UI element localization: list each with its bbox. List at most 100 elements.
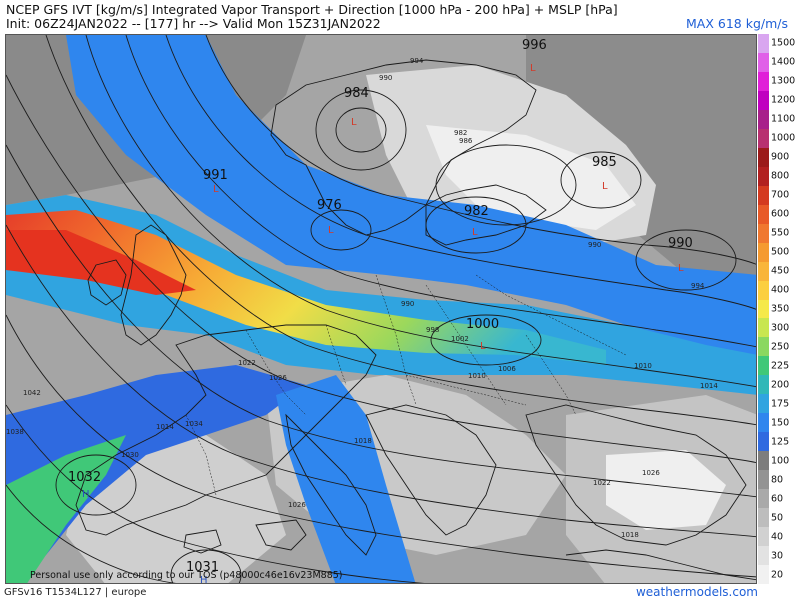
isobar-label: 1006: [498, 365, 516, 373]
isobar-label: 1018: [354, 437, 372, 445]
legend-swatch: [758, 166, 769, 186]
isobar-label: 1002: [451, 335, 469, 343]
legend-row: 60: [757, 489, 800, 509]
legend-swatch: [758, 71, 769, 91]
isobar-label: 1034: [185, 420, 203, 428]
isobar-label: 1010: [634, 362, 652, 370]
legend-row: 80: [757, 470, 800, 490]
pressure-centers: 996 L 984 L 991 L 976 L 982 L 985 L 990 …: [68, 38, 693, 583]
legend-row: 100: [757, 451, 800, 471]
finland-white-field: [426, 125, 636, 230]
legend-row: 400: [757, 280, 800, 300]
legend-label: 700: [771, 189, 790, 201]
site-credit: weathermodels.com: [635, 585, 758, 599]
legend-swatch: [758, 34, 769, 53]
disclaimer-text: Personal use only according to our TOS (…: [30, 570, 343, 581]
isobar-label: 1026: [269, 374, 287, 382]
legend-label: 60: [771, 493, 784, 505]
legend-row: 150: [757, 413, 800, 433]
pressure-label-991: 991: [203, 168, 228, 183]
legend-row: 40: [757, 527, 800, 547]
legend-swatch: [758, 147, 769, 167]
legend-label: 350: [771, 303, 790, 315]
low-marker: L: [472, 227, 478, 238]
low-marker: L: [678, 263, 684, 274]
legend-label: 1300: [771, 75, 796, 87]
legend-row: 350: [757, 299, 800, 319]
pressure-label-984: 984: [344, 86, 369, 101]
legend-swatch: [758, 128, 769, 148]
isobar-label: 990: [401, 300, 414, 308]
legend-label: 175: [771, 398, 790, 410]
isobar-label: 1022: [593, 479, 611, 487]
legend-row: 800: [757, 166, 800, 186]
legend-swatch: [758, 109, 769, 129]
legend-label: 30: [771, 550, 784, 562]
pressure-label-985: 985: [592, 155, 617, 170]
legend-label: 225: [771, 360, 790, 372]
map-init-valid: Init: 06Z24JAN2022 -- [177] hr --> Valid…: [6, 16, 381, 31]
legend-row: 200: [757, 375, 800, 395]
legend-row: 900: [757, 147, 800, 167]
low-marker: L: [602, 181, 608, 192]
color-legend: 1500 1400 1300 1200 1100 1000 900 800 700 600 550 5…: [757, 34, 800, 584]
isobar-label: 1030: [121, 451, 139, 459]
ivt-band-north: [66, 35, 756, 365]
isobar-label: 998: [426, 326, 439, 334]
legend-label: 100: [771, 455, 790, 467]
isobar-label: 1022: [238, 359, 256, 367]
legend-row: 500: [757, 242, 800, 262]
isobar-label: 990: [379, 74, 392, 82]
low-marker: L: [530, 63, 536, 74]
isobar-label: 1014: [700, 382, 718, 390]
legend-swatch: [758, 451, 769, 471]
legend-swatch: [758, 337, 769, 357]
pressure-label-976: 976: [317, 198, 342, 213]
max-value-label: MAX 618 kg/m/s: [686, 16, 788, 31]
legend-swatch: [758, 508, 769, 528]
legend-row: 250: [757, 337, 800, 357]
ivt-map: 990 994 982 986 998 990 1002 1022 1026 1…: [6, 35, 756, 583]
isobar-label: 1038: [6, 428, 24, 436]
ivt-band-southwest: [6, 365, 306, 583]
legend-row: 1200: [757, 90, 800, 110]
legend-swatch: [758, 318, 769, 338]
low-marker: L: [328, 225, 334, 236]
legend-swatch: [758, 280, 769, 300]
legend-label: 600: [771, 208, 790, 220]
legend-swatch: [758, 242, 769, 262]
isobar-label: 1014: [156, 423, 174, 431]
pressure-label-1000: 1000: [466, 317, 499, 332]
legend-swatch: [758, 394, 769, 414]
legend-swatch: [758, 90, 769, 110]
legend-label: 150: [771, 417, 790, 429]
legend-row: 1000: [757, 128, 800, 148]
legend-swatch: [758, 185, 769, 205]
pressure-label-990: 990: [668, 236, 693, 251]
legend-swatch: [758, 527, 769, 547]
legend-label: 450: [771, 265, 790, 277]
legend-label: 1100: [771, 113, 796, 125]
legend-row: 300: [757, 318, 800, 338]
ivt-band-italy: [276, 375, 416, 583]
legend-label: 400: [771, 284, 790, 296]
legend-label: 1400: [771, 56, 796, 68]
legend-row: 50: [757, 508, 800, 528]
legend-swatch: [758, 52, 769, 72]
low-marker: L: [351, 117, 357, 128]
isobar-label: 994: [410, 57, 424, 65]
legend-swatch: [758, 299, 769, 319]
isobar-label: 990: [588, 241, 601, 249]
isobars: [6, 35, 756, 583]
legend-label: 500: [771, 246, 790, 258]
legend-swatch: [758, 223, 769, 243]
legend-swatch: [758, 489, 769, 509]
pressure-label-982: 982: [464, 204, 489, 219]
map-title: NCEP GFS IVT [kg/m/s] Integrated Vapor T…: [6, 2, 618, 17]
low-marker: L: [480, 341, 486, 352]
legend-row: 700: [757, 185, 800, 205]
legend-label: 550: [771, 227, 790, 239]
legend-label: 80: [771, 474, 784, 486]
legend-label: 300: [771, 322, 790, 334]
legend-row: 30: [757, 546, 800, 566]
